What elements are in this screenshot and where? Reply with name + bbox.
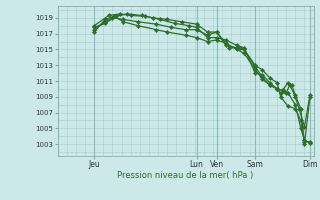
X-axis label: Pression niveau de la mer( hPa ): Pression niveau de la mer( hPa ) xyxy=(117,171,254,180)
